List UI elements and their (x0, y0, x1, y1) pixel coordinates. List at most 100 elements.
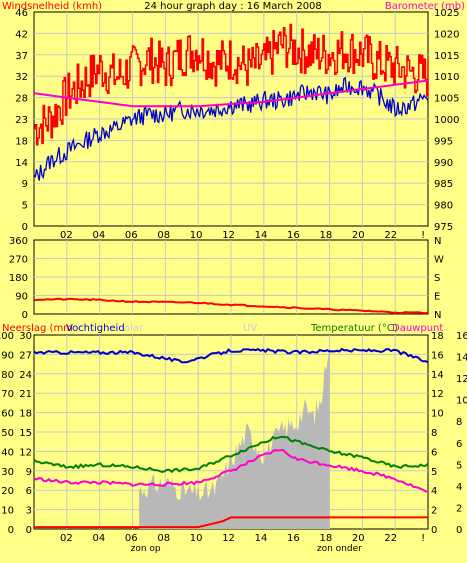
y-tick-label: 0 (8, 525, 14, 536)
y-tick-label: 80 (1, 370, 14, 381)
y-tick-label: 9 (26, 467, 32, 478)
y-tick-label: 100 (0, 331, 14, 342)
x-tick-label: 14 (255, 533, 268, 544)
x-tick-label: 20 (352, 533, 365, 544)
y-tick-label: 5 (431, 467, 437, 478)
y-tick-label: N (434, 310, 441, 321)
temperatuur-label: Temperatuur (°C) (310, 323, 398, 334)
y-tick-label: 1015 (434, 51, 459, 62)
y-tick-label: S (434, 273, 440, 284)
series-line-barometer (33, 79, 429, 108)
y-tick-label: 0 (431, 525, 437, 536)
x-tick-label: 12 (222, 230, 235, 241)
uv-label: UV (243, 323, 257, 334)
y-tick-label: 23 (15, 115, 28, 126)
x-tick-label: 04 (92, 533, 105, 544)
y-tick-label: 14 (456, 353, 467, 364)
x-tick-label: 08 (157, 230, 170, 241)
y-tick-label: 32 (15, 72, 28, 83)
series-line-wind (33, 76, 429, 181)
y-tick-label: 1010 (434, 72, 459, 83)
dauwpunt-label: Dauwpunt (392, 323, 443, 334)
panel3-x-ticks: 02 04 06 08 10 12 14 16 18 20 22 ! zon op zon onder (60, 533, 425, 554)
x-tick-label: 06 (125, 533, 138, 544)
x-tick-label: ! (421, 230, 425, 241)
y-tick-label: 60 (1, 409, 14, 420)
y-tick-label: 6 (26, 486, 32, 497)
solar-label: olar (124, 323, 144, 334)
y-tick-label: W (434, 255, 444, 266)
y-tick-label: 14 (431, 370, 444, 381)
y-tick-label: 20 (1, 486, 14, 497)
chart-title: 24 hour graph day : 16 March 2008 (144, 1, 322, 12)
x-tick-label: 04 (92, 230, 105, 241)
y-tick-label: 3 (26, 506, 32, 517)
y-tick-label: 40 (1, 447, 14, 458)
y-tick-label: 90 (1, 350, 14, 361)
y-tick-label: 980 (434, 201, 453, 212)
y-tick-label: 5 (456, 460, 462, 471)
series-line-gust (34, 23, 429, 146)
y-tick-label: 12 (456, 374, 467, 385)
vochtigheid-label: Vochtigheid (66, 323, 125, 334)
y-tick-label: 30 (19, 331, 32, 342)
series-line-temp (33, 435, 429, 474)
y-tick-label: 1025 (434, 8, 459, 19)
y-tick-label: 14 (15, 158, 28, 169)
sun-marker-label: zon onder (317, 544, 362, 554)
y-tick-label: 995 (434, 136, 453, 147)
x-tick-label: 18 (319, 230, 332, 241)
series-line-direction (33, 297, 429, 315)
y-tick-label: 42 (15, 29, 28, 40)
y-tick-label: 5 (22, 201, 28, 212)
y-tick-label: 12 (19, 447, 32, 458)
wind-axis-label: Windsnelheid (kmh) (2, 1, 102, 12)
y-tick-label: 37 (15, 51, 28, 62)
y-tick-label: 24 (19, 370, 32, 381)
x-tick-label: 22 (384, 533, 397, 544)
x-tick-label: 08 (157, 533, 170, 544)
series-line-dew (33, 448, 428, 493)
x-tick-label: ! (421, 533, 425, 544)
y-tick-label: 8 (456, 417, 462, 428)
x-tick-label: 18 (319, 533, 332, 544)
y-tick-label: N (434, 236, 441, 247)
y-tick-label: 1000 (434, 115, 459, 126)
y-tick-label: 360 (9, 236, 28, 247)
y-tick-label: 4 (456, 482, 462, 493)
y-tick-label: 12 (431, 389, 444, 400)
x-tick-label: 12 (222, 533, 235, 544)
y-tick-label: 990 (434, 158, 453, 169)
y-tick-label: 46 (15, 8, 28, 19)
y-tick-label: 270 (9, 255, 28, 266)
x-tick-label: 14 (255, 230, 268, 241)
y-tick-label: 0 (22, 310, 28, 321)
y-tick-label: 10 (456, 396, 467, 407)
y-tick-label: 90 (15, 292, 28, 303)
y-tick-label: 18 (15, 136, 28, 147)
panel2-left-ticks: 360 270 180 90 0 (9, 236, 28, 321)
x-tick-label: 16 (287, 230, 300, 241)
panel3-right-ticks: 18 16 14 12 10 8 6 5 4 2 0 16 14 12 10 8 6 5 4 2 0 (431, 331, 467, 536)
x-tick-label: 06 (125, 230, 138, 241)
x-tick-label: 02 (60, 533, 73, 544)
x-tick-label: 22 (384, 230, 397, 241)
y-tick-label: 6 (456, 439, 462, 450)
series-line-humidity (33, 347, 429, 364)
y-tick-label: 10 (1, 506, 14, 517)
y-tick-label: 6 (431, 447, 437, 458)
panel3-series (33, 343, 429, 529)
y-tick-label: 1020 (434, 29, 459, 40)
x-tick-label: 10 (190, 230, 203, 241)
y-tick-label: 18 (19, 409, 32, 420)
y-tick-label: 21 (19, 389, 32, 400)
panel3-left-ticks: 1009080706050403020100302724211815129630 (0, 331, 32, 536)
y-tick-label: 0 (26, 525, 32, 536)
y-tick-label: 0 (456, 525, 462, 536)
y-tick-label: 30 (1, 467, 14, 478)
series-area-solar (139, 343, 330, 529)
y-tick-label: 18 (431, 331, 444, 342)
